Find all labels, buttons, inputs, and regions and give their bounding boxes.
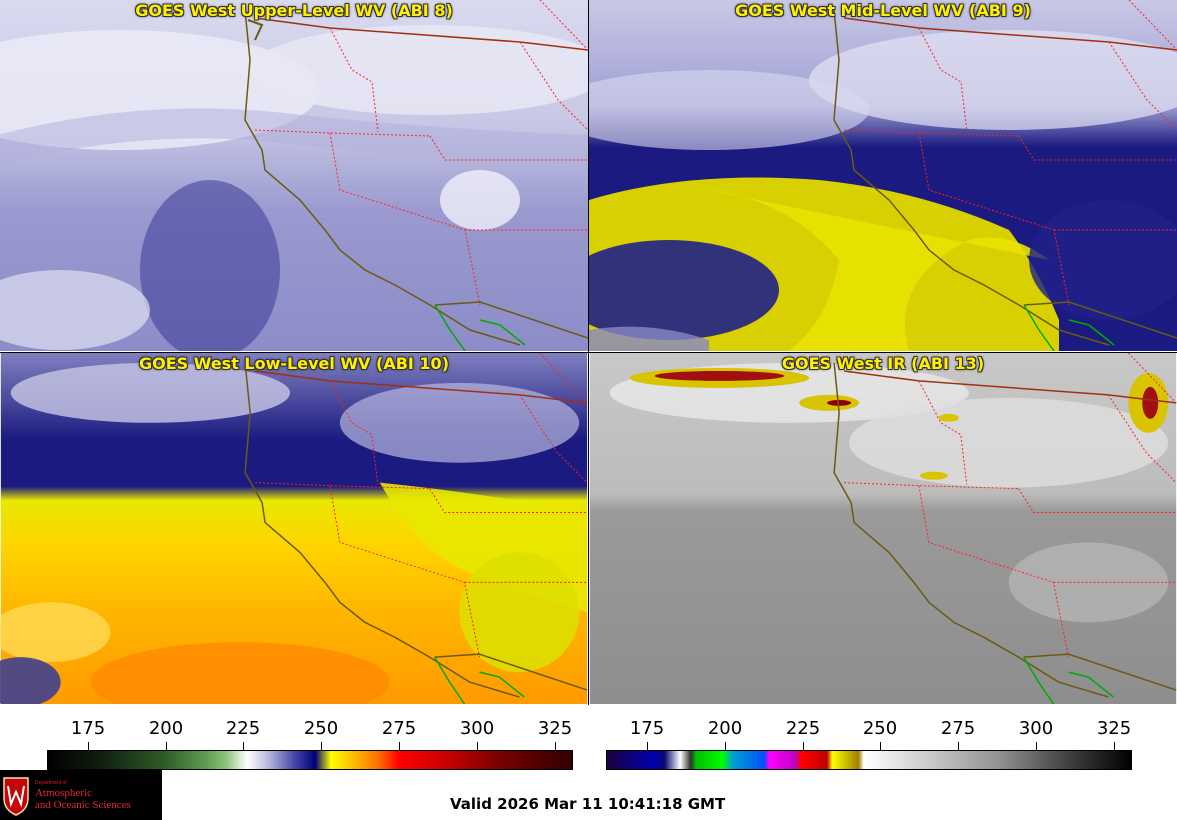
mid-level-wv-image [589,0,1177,351]
ir-colorbar-tick [1114,742,1115,750]
ir-colorbar-tick [803,742,804,750]
ir-colorbar-tick-label: 275 [940,718,976,739]
ir-colorbar-tick-label: 175 [629,718,665,739]
wv-colorbar-tick [399,742,400,750]
low-level-wv-panel: GOES West Low-Level WV (ABI 10) [0,353,588,704]
ir-colorbar-tick [647,742,648,750]
ir-colorbar-tick-label: 325 [1096,718,1132,739]
low-level-wv-image [0,353,588,704]
ir-colorbar-gradient [606,750,1132,770]
upper-level-wv-image [0,0,588,351]
mid-level-wv-panel: GOES West Mid-Level WV (ABI 9) [589,0,1177,351]
ir-colorbar-tick [1036,742,1037,750]
wv-colorbar-tick [88,742,89,750]
logo-line-1: Atmospheric [35,787,92,799]
wv-colorbar-tick-label: 225 [225,718,261,739]
wv-colorbar-gradient [47,750,573,770]
wv-colorbar-tick-label: 250 [303,718,339,739]
wv-colorbar-tick [321,742,322,750]
logo-dept-text: Department of [35,780,67,786]
ir-colorbar-tick-label: 225 [785,718,821,739]
valid-time: Valid 2026 Mar 11 10:41:18 GMT [450,795,726,813]
wv-colorbar-tick-label: 275 [381,718,417,739]
aos-logo: Department of Atmospheric and Oceanic Sc… [0,770,162,820]
ir-colorbar-tick [725,742,726,750]
wv-colorbar-tick [166,742,167,750]
wv-colorbar-tick-label: 175 [70,718,106,739]
wv-colorbar-tick [477,742,478,750]
panel-title: GOES West Upper-Level WV (ABI 8) [135,1,453,20]
wv-colorbar-tick-label: 325 [537,718,573,739]
wv-colorbar-tick [243,742,244,750]
upper-level-wv-panel: GOES West Upper-Level WV (ABI 8) [0,0,588,351]
panel-title: GOES West IR (ABI 13) [781,354,985,373]
ir-colorbar-tick-label: 200 [707,718,743,739]
ir-colorbar-tick-label: 300 [1018,718,1054,739]
panel-divider-horizontal [0,352,1177,353]
logo-line-2: and Oceanic Sciences [35,799,131,811]
ir-colorbar-tick-label: 250 [862,718,898,739]
ir-image [589,353,1177,704]
wv-colorbar-tick-label: 200 [148,718,184,739]
panel-title: GOES West Mid-Level WV (ABI 9) [735,1,1031,20]
ir-panel: GOES West IR (ABI 13) [589,353,1177,704]
ir-colorbar-tick [958,742,959,750]
ir-colorbar-tick [880,742,881,750]
logo-name-text: Atmospheric and Oceanic Sciences [35,787,131,811]
uw-crest-icon [3,777,29,816]
wv-colorbar-tick [555,742,556,750]
wv-colorbar-tick-label: 300 [459,718,495,739]
panel-title: GOES West Low-Level WV (ABI 10) [138,354,449,373]
